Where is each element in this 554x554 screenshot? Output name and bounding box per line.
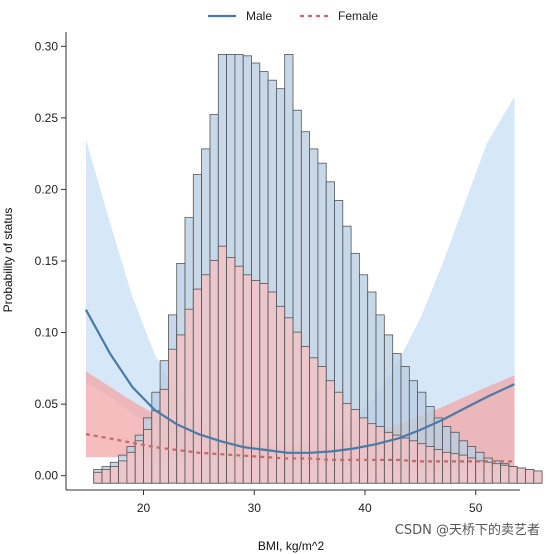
female-histogram-bar [126, 451, 136, 484]
female-histogram-bar [358, 417, 369, 484]
female-histogram-bar [508, 466, 518, 484]
female-histogram-bar [525, 469, 535, 484]
watermark: CSDN @天桥下的卖艺者 [394, 523, 540, 538]
female-histogram-bar [433, 448, 443, 484]
y-tick-label: 0.10 [35, 326, 59, 340]
y-tick-label: 0.00 [35, 469, 59, 483]
female-histogram-bar [275, 305, 286, 484]
female-histogram-bar [167, 348, 178, 484]
female-histogram-bar [176, 334, 186, 484]
female-histogram-bar [93, 471, 103, 484]
female-histogram-bar [292, 331, 302, 484]
female-histogram-bar [483, 461, 493, 484]
female-histogram-bar [242, 274, 252, 484]
female-histogram-bar [143, 428, 153, 484]
line-male [84, 309, 515, 454]
female-histogram-bar [367, 423, 377, 484]
female-histogram-bar [442, 451, 452, 484]
histogram-bars [93, 54, 543, 484]
female-histogram-bar [118, 460, 128, 484]
female-histogram-bar [450, 453, 460, 484]
female-histogram-bar [159, 388, 169, 484]
female-histogram-bar [475, 460, 485, 484]
female-histogram-bar [491, 463, 501, 484]
x-tick-label: 50 [469, 501, 483, 515]
female-histogram-bar [309, 357, 319, 484]
female-histogram-bar [259, 282, 269, 484]
female-histogram-bar [101, 469, 111, 484]
female-histogram-bar [342, 403, 352, 484]
legend-label: Female [338, 9, 378, 23]
female-histogram-bar [325, 380, 335, 484]
female-histogram-bar [184, 308, 194, 484]
female-histogram-bar [226, 257, 236, 484]
female-histogram-bar [209, 260, 219, 484]
y-tick-label: 0.05 [35, 397, 59, 411]
y-tick-label: 0.30 [35, 39, 59, 53]
axes: 0.00 0.05 0.10 0.15 0.20 0.25 0.30 20 30 40 50 [35, 32, 520, 515]
x-axis-title: BMI, kg/m^2 [258, 539, 325, 553]
female-histogram-bar [234, 265, 244, 484]
female-histogram-bar [417, 443, 427, 484]
female-histogram-bar [134, 440, 144, 484]
female-histogram-bar [334, 391, 344, 484]
x-tick-label: 20 [137, 501, 151, 515]
x-tick-label: 40 [358, 501, 372, 515]
female-histogram-bar [500, 464, 510, 484]
female-histogram-bar [375, 426, 385, 484]
x-tick-label: 30 [248, 501, 262, 515]
female-histogram-bar [516, 467, 526, 484]
y-tick-label: 0.25 [35, 111, 59, 125]
female-histogram-bar [201, 274, 211, 484]
y-tick-label: 0.15 [35, 254, 59, 268]
female-histogram-bar [251, 280, 261, 484]
female-histogram-bar [217, 245, 228, 484]
female-histogram-bar [533, 470, 543, 484]
y-tick-label: 0.20 [35, 182, 59, 196]
female-histogram-bar [317, 365, 327, 484]
y-axis-title: Probability of status [1, 208, 15, 313]
female-histogram-bar [458, 454, 468, 484]
female-histogram-bar [109, 466, 120, 484]
female-histogram-bar [350, 408, 360, 484]
female-histogram-bar [192, 288, 203, 484]
female-histogram-bar [425, 446, 435, 484]
legend: Male Female [208, 9, 378, 23]
line-female [85, 433, 515, 463]
female-histogram-bar [267, 291, 277, 484]
legend-label: Male [246, 9, 272, 23]
female-histogram-bar [300, 345, 310, 484]
fitted-lines [84, 309, 515, 463]
